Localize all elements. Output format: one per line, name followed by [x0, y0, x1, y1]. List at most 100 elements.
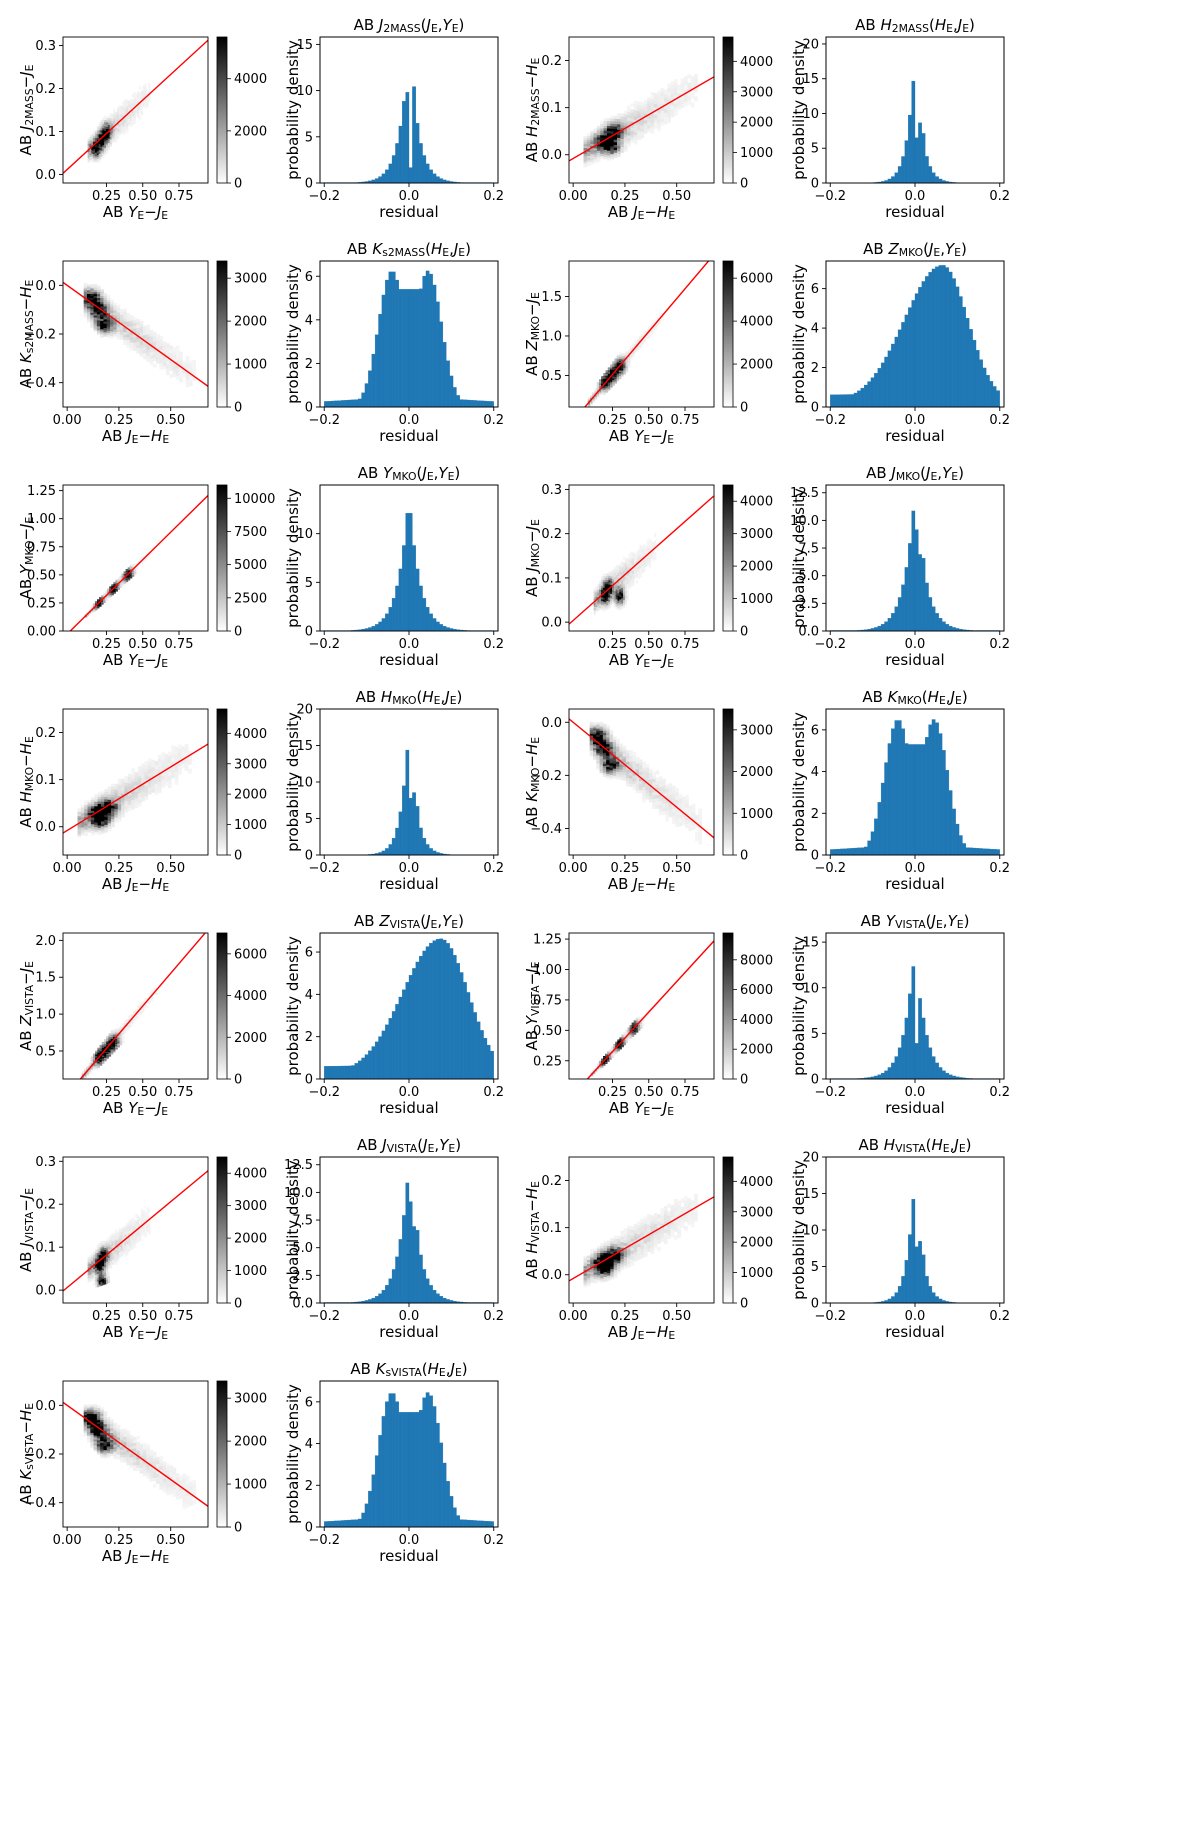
histogram-bar	[432, 173, 437, 184]
density-cell	[694, 819, 699, 824]
density-cell	[616, 376, 620, 378]
density-cell	[652, 805, 656, 809]
density-cell	[121, 784, 125, 788]
density-cell	[625, 351, 629, 353]
density-cell	[645, 789, 650, 794]
density-cell	[652, 553, 655, 558]
density-cell	[650, 91, 655, 96]
x-tick-label: 0.0	[399, 861, 420, 876]
density-cell	[146, 343, 150, 347]
histogram-bar	[850, 394, 855, 408]
density-cell	[83, 287, 88, 291]
density-cell	[675, 815, 679, 820]
label-part: Y	[128, 203, 139, 221]
density-cell	[606, 757, 610, 761]
density-cell	[121, 575, 125, 577]
density-cell	[622, 567, 626, 571]
density-cell	[609, 776, 614, 780]
density-cell	[670, 108, 675, 114]
density-cell	[84, 831, 88, 834]
density-cell	[92, 1057, 96, 1059]
density-cell	[583, 141, 588, 145]
density-cell	[596, 763, 600, 766]
density-cell	[680, 99, 685, 104]
density-cell	[106, 294, 111, 298]
density-cell	[172, 365, 177, 370]
density-cell	[148, 551, 151, 553]
density-cell	[637, 114, 641, 118]
density-cell	[144, 792, 149, 797]
density-cell	[597, 605, 600, 608]
histogram-bar	[945, 267, 950, 408]
density-cell	[639, 780, 643, 785]
density-cell	[687, 95, 692, 101]
density-cell	[97, 825, 102, 828]
density-cell	[671, 812, 676, 817]
density-cell	[84, 819, 88, 822]
density-cell	[626, 580, 629, 584]
density-cell	[139, 350, 144, 354]
density-cell	[120, 125, 123, 129]
density-cell	[96, 130, 100, 133]
density-cell	[596, 392, 600, 394]
density-cell	[650, 98, 655, 103]
label-part: 2MASS	[383, 22, 420, 35]
density-cell	[643, 340, 646, 343]
density-cell	[150, 551, 153, 553]
density-cell	[77, 834, 82, 837]
histogram-bar	[887, 618, 892, 632]
density-cell	[171, 753, 176, 758]
density-cell	[175, 375, 180, 380]
density-cell	[616, 761, 620, 765]
density-cell	[633, 571, 637, 576]
density-cell	[116, 307, 121, 311]
label-part: MKO	[529, 316, 542, 340]
density-cell	[124, 791, 129, 795]
density-cell	[606, 746, 610, 749]
density-cell	[88, 1062, 92, 1064]
density-cell	[614, 366, 618, 368]
density-cell	[142, 560, 145, 562]
density-cell	[139, 323, 144, 328]
density-cell	[635, 564, 639, 568]
density-cell	[90, 321, 94, 325]
density-cell	[644, 556, 648, 560]
density-cell	[123, 572, 127, 574]
density-cell	[603, 156, 608, 160]
density-cell	[599, 602, 602, 605]
density-cell	[605, 371, 609, 374]
density-cell	[642, 783, 647, 788]
density-cell	[641, 334, 644, 336]
density-cell	[671, 793, 676, 798]
density-cell	[596, 393, 600, 395]
density-cell	[100, 333, 104, 336]
density-cell	[665, 802, 670, 807]
density-cell	[87, 318, 91, 322]
density-cell	[94, 139, 98, 142]
density-cell	[162, 344, 167, 349]
density-cell	[622, 583, 626, 587]
density-cell	[84, 806, 88, 810]
density-cell	[116, 135, 120, 139]
density-cell	[100, 828, 105, 832]
density-cell	[614, 365, 618, 367]
density-cell	[117, 586, 120, 588]
density-cell	[104, 829, 109, 833]
histogram-bar	[962, 306, 967, 408]
density-cell	[621, 366, 624, 368]
density-cell	[599, 768, 604, 772]
density-cell	[133, 107, 136, 112]
colorbar-tick-label: 3000	[740, 527, 773, 542]
density-cell	[596, 125, 601, 129]
label-part: J	[451, 240, 458, 258]
density-cell	[621, 372, 624, 374]
density-cell	[641, 335, 644, 338]
density-cell	[133, 104, 136, 109]
density-cell	[164, 757, 169, 763]
density-cell	[619, 594, 622, 598]
density-cell	[615, 567, 618, 571]
y-tick-label: 1.5	[541, 290, 562, 305]
density-cell	[90, 810, 95, 814]
density-cell	[121, 573, 125, 575]
density-cell	[623, 370, 626, 373]
